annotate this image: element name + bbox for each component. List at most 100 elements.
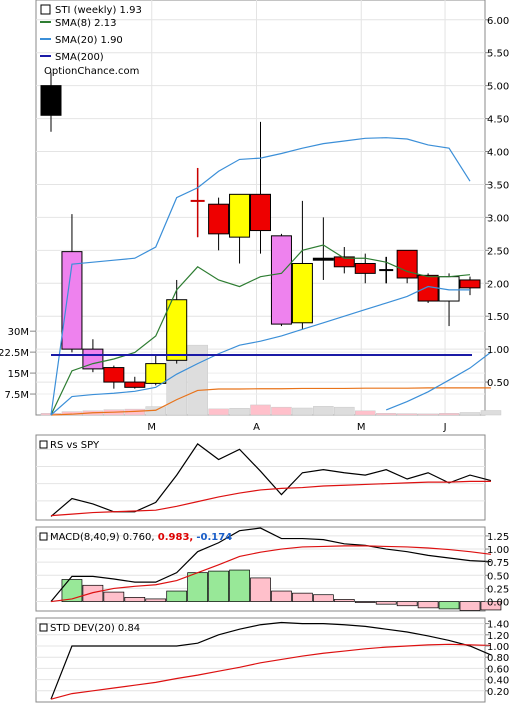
price-panel: 6.00 5.50 5.00 4.50 4.00 3.50 3.00 2.50 2.00 1.50… — [0, 0, 509, 702]
volume-y-tick: 15M — [8, 369, 29, 380]
macd-histogram-bar — [208, 570, 229, 602]
macd-histogram-bar — [250, 577, 271, 602]
std-y-tick: 0.60 — [487, 664, 509, 675]
macd-histogram-bar — [187, 572, 208, 602]
std-y-tick: 0.40 — [487, 676, 509, 687]
macd-y-tick: 0.50 — [487, 571, 509, 582]
price-y-tick: 6.00 — [487, 16, 509, 27]
std-panel: 1.401.201.000.800.600.400.20 STD DEV(20)… — [35, 617, 509, 703]
macd-histogram-bar — [145, 598, 167, 602]
rs-legend-swatch — [39, 440, 48, 449]
price-y-tick: 2.50 — [487, 246, 509, 257]
macd-y-tick: 0.75 — [487, 558, 509, 569]
volume-bar — [334, 406, 355, 416]
price-y-tick: 5.00 — [487, 82, 509, 93]
macd-histogram-bar — [229, 569, 250, 602]
price-y-tick: 2.00 — [487, 279, 509, 290]
price-y-tick: 1.50 — [487, 312, 509, 323]
macd-histogram-bar — [459, 601, 481, 611]
x-tick-label: J — [443, 422, 447, 433]
macd-histogram-bar — [271, 590, 292, 602]
macd-histogram-bar — [396, 601, 418, 607]
std-y-tick: 1.20 — [487, 631, 509, 642]
macd-histogram-bar — [82, 584, 104, 602]
sma20-lower-line — [50, 285, 470, 416]
macd-legend-value1: 0.983, — [158, 532, 193, 543]
volume-y-tick: 7.5M — [4, 390, 29, 401]
macd-histogram-bar — [375, 601, 397, 605]
candle-body — [124, 381, 146, 388]
macd-y-axis: 1.25 1.00 0.75 0.50 0.25 0.00 — [485, 532, 509, 609]
candle-body — [61, 251, 83, 350]
candle-body — [229, 193, 251, 238]
candle-body — [166, 299, 188, 361]
candle-body — [208, 203, 230, 235]
sma20-upper-line — [50, 137, 471, 416]
macd-legend: MACD(8,40,9) 0.760, 0.983, -0.174 — [50, 532, 232, 543]
macd-histogram-bar — [292, 592, 313, 602]
macd-histogram-bar — [417, 601, 439, 609]
x-tick-label: A — [253, 422, 260, 433]
std-y-axis: 1.401.201.000.800.600.400.20 — [485, 620, 509, 698]
sma8-line — [50, 244, 471, 416]
candle-body — [291, 262, 313, 324]
volume-y-tick: 30M — [8, 327, 29, 338]
macd-legend-label: MACD(8,40,9) 0.760, — [50, 532, 155, 543]
macd-y-tick: 0.00 — [487, 598, 509, 609]
macd-y-tick: 1.00 — [487, 545, 509, 556]
x-tick-label: M — [147, 422, 156, 433]
price-y-tick: 0.50 — [487, 378, 509, 389]
rs-average-line — [50, 480, 491, 517]
volume-bar — [292, 407, 313, 416]
candle-body — [396, 249, 418, 279]
legend-sma200: SMA(200) — [55, 52, 104, 63]
std-y-tick: 1.00 — [487, 642, 509, 653]
candle-body — [333, 256, 355, 268]
macd-legend-swatch — [39, 532, 48, 541]
candle-body — [145, 363, 167, 384]
candle-body — [270, 235, 292, 325]
macd-histogram-bar — [313, 594, 334, 602]
volume-y-axis: 30M 22.5M 15M 7.5M — [0, 327, 36, 401]
std-dev-line — [50, 621, 492, 700]
macd-histogram-bar — [480, 601, 502, 611]
macd-y-tick: 1.25 — [487, 532, 509, 543]
macd-histogram-bar — [333, 599, 355, 602]
volume-bar — [355, 410, 376, 416]
std-y-tick: 0.20 — [487, 687, 509, 698]
legend-sti: STI (weekly) 1.93 — [55, 5, 142, 16]
volume-bar — [396, 413, 418, 416]
macd-histogram-bar — [166, 590, 188, 602]
price-y-tick: 4.00 — [487, 148, 509, 159]
price-y-axis: 6.00 5.50 5.00 4.50 4.00 3.50 3.00 2.50 2.00 1.50… — [485, 16, 509, 389]
macd-y-tick: 0.25 — [487, 584, 509, 595]
volume-bar — [271, 406, 292, 416]
std-legend-swatch — [39, 623, 48, 632]
macd-line — [50, 527, 491, 602]
legend-swatch-sti — [40, 4, 51, 15]
volume-bar — [313, 406, 334, 416]
candle-body — [459, 279, 481, 289]
volume-bar — [187, 344, 208, 416]
std-dev-average-line — [50, 643, 491, 700]
macd-histogram-bar — [438, 601, 460, 610]
macd-histogram-bar — [354, 601, 376, 603]
price-lines — [50, 137, 472, 416]
volume-bar — [375, 413, 397, 416]
std-y-tick: 1.40 — [487, 620, 509, 631]
rs-legend: RS vs SPY — [50, 440, 100, 451]
candle-body — [40, 85, 62, 116]
macd-histogram-bar — [103, 591, 125, 602]
price-y-tick: 4.50 — [487, 115, 509, 126]
volume-bar — [229, 408, 250, 416]
candle-body — [250, 193, 271, 232]
candle-body — [103, 367, 125, 383]
volume-y-tick: 22.5M — [0, 348, 29, 359]
volume-bars — [40, 344, 502, 416]
price-y-tick: 3.00 — [487, 213, 509, 224]
avg-volume-line — [50, 387, 491, 416]
macd-signal-line — [50, 545, 492, 603]
volume-bar — [250, 404, 271, 416]
macd-histogram-bar — [61, 579, 83, 602]
price-y-tick: 5.50 — [487, 49, 509, 60]
